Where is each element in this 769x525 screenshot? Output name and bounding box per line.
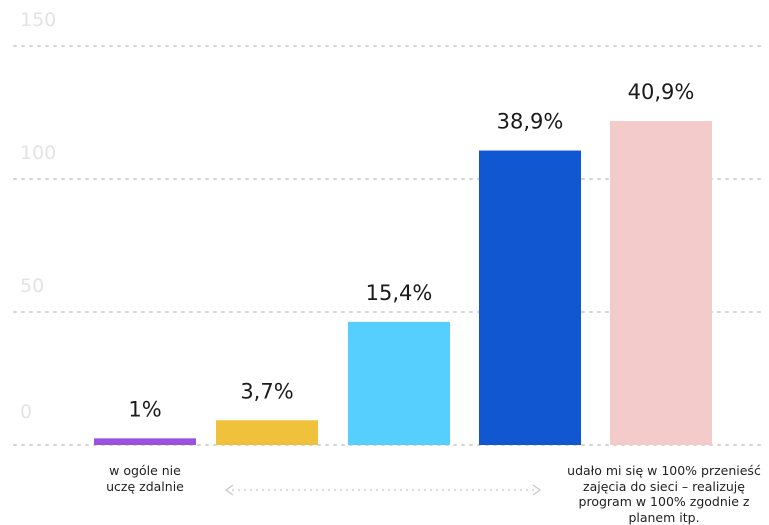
bar [348,321,450,445]
y-tick-label: 50 [20,275,44,297]
y-tick-label: 150 [20,9,56,31]
bar [216,420,318,445]
data-label: 3,7% [240,379,293,403]
y-tick-label: 100 [20,142,56,164]
bar [479,150,581,445]
bar [94,438,196,445]
x-axis-label-right: udało mi się w 100% przenieść zajęcia do… [559,463,769,525]
data-label: 40,9% [628,80,695,104]
scale-arrow [224,484,542,496]
x-axis-label-left-text: w ogóle nie uczę zdalnie [106,463,184,494]
data-label: 38,9% [497,110,564,134]
data-label: 1% [128,397,161,421]
y-axis-ticks: 0 50 100 150 [20,9,56,423]
data-label: 15,4% [366,281,433,305]
x-axis-label-right-text: udało mi się w 100% przenieść zajęcia do… [567,463,761,525]
bar [610,121,712,446]
x-axis-label-left: w ogóle nie uczę zdalnie [80,463,210,494]
y-tick-label: 0 [20,401,32,423]
data-labels: 1% 3,7% 15,4% 38,9% 40,9% [128,80,694,421]
bars [94,121,712,446]
